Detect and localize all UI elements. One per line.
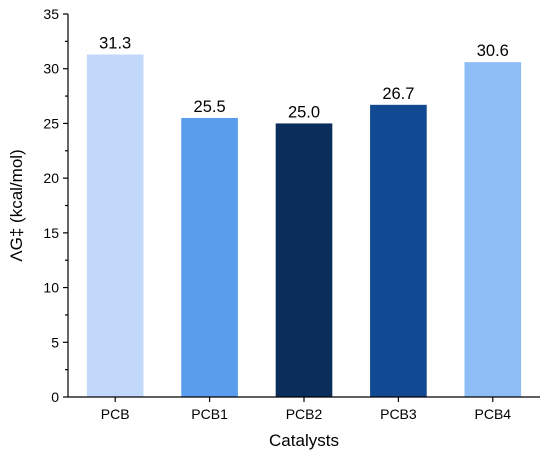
x-tick-label: PCB <box>101 406 130 422</box>
value-label-pcb2: 25.0 <box>288 103 320 121</box>
bar-pcb3 <box>370 104 427 397</box>
bar-pcb <box>86 54 144 397</box>
y-tick-label: 20 <box>43 170 59 186</box>
x-tick-label: PCB2 <box>286 406 323 422</box>
value-label-pcb1: 25.5 <box>194 98 226 116</box>
y-axis-ticks: 0 5 10 15 20 25 30 35 <box>43 6 68 405</box>
value-label-pcb4: 30.6 <box>477 42 509 60</box>
value-labels: 31.3 25.5 25.0 26.7 30.6 <box>99 34 509 121</box>
bar-pcb1 <box>181 117 238 397</box>
y-tick-label: 0 <box>51 389 59 405</box>
y-tick-label: 35 <box>43 6 59 22</box>
value-label-pcb3: 26.7 <box>382 85 414 103</box>
y-tick-label: 5 <box>51 334 59 350</box>
bars <box>86 54 522 398</box>
x-axis-title: Catalysts <box>269 431 339 450</box>
y-axis-title: ΛG‡ (kcal/mol) <box>7 149 26 261</box>
y-tick-label: 25 <box>43 115 59 131</box>
y-tick-label: 10 <box>43 280 59 296</box>
y-tick-label: 30 <box>43 61 59 77</box>
x-axis-ticks: PCB PCB1 PCB2 PCB3 PCB4 <box>101 397 511 422</box>
x-tick-label: PCB1 <box>191 406 228 422</box>
x-tick-label: PCB3 <box>380 406 417 422</box>
bar-pcb2 <box>275 123 333 397</box>
y-tick-label: 15 <box>43 225 59 241</box>
x-tick-label: PCB4 <box>475 406 512 422</box>
value-label-pcb: 31.3 <box>99 34 131 52</box>
bar-pcb4 <box>464 62 522 398</box>
